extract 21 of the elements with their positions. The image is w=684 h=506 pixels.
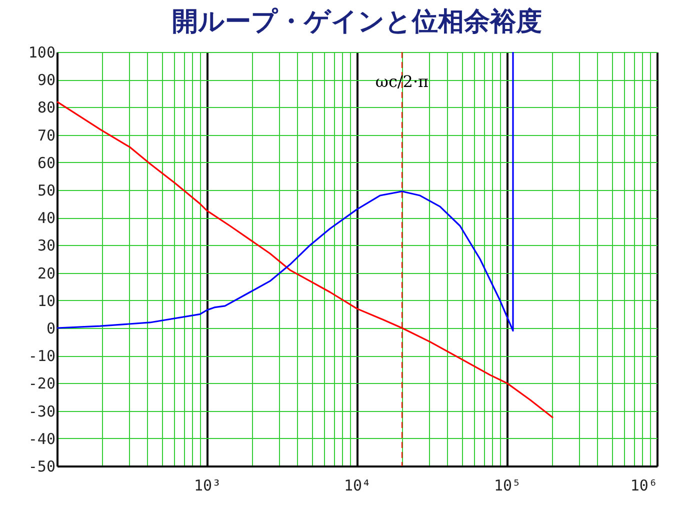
y-tick-label: -20: [28, 374, 56, 393]
y-tick-label: 80: [37, 98, 56, 117]
y-tick-label: 60: [37, 154, 56, 172]
y-tick-label: 50: [37, 182, 56, 200]
y-tick-label: 90: [37, 71, 56, 90]
y-tick-label: 30: [37, 236, 56, 255]
y-tick-label: 20: [37, 264, 56, 282]
x-tick-label: 10⁵: [494, 476, 522, 494]
x-tick-label: 10⁴: [344, 476, 372, 494]
y-tick-label: 0: [46, 320, 56, 338]
chart-title: 開ループ・ゲインと位相余裕度: [172, 7, 542, 37]
y-tick-label: 100: [28, 44, 56, 62]
y-tick-label: 70: [37, 126, 56, 144]
x-tick-label: 10⁶: [630, 476, 658, 494]
y-tick-label: 40: [37, 209, 56, 228]
x-tick-label: 10³: [194, 476, 222, 494]
y-tick-label: -30: [28, 402, 56, 420]
y-tick-label: 10: [37, 292, 56, 310]
y-tick-label: -10: [28, 347, 56, 366]
y-tick-label: -50: [28, 458, 56, 476]
y-tick-label: -40: [28, 430, 56, 448]
